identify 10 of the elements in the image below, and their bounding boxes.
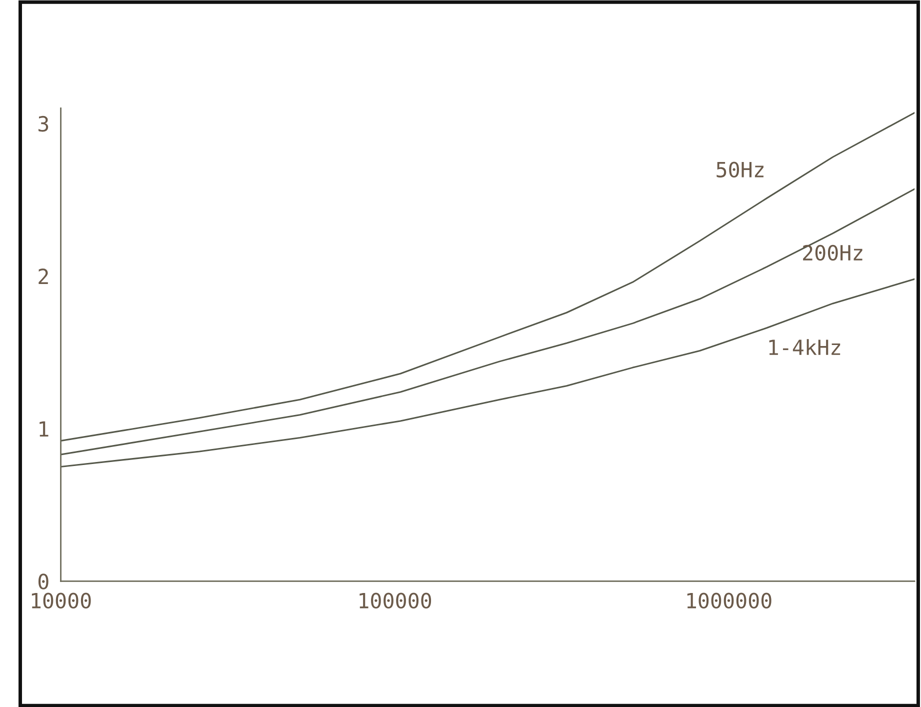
y-tick-label: 2 [38,268,48,284]
series-label: 200Hz [803,244,862,261]
y-tick-label: 1 [40,421,48,437]
y-tick-label: 0 [38,574,48,590]
x-tick-label: 10000 [32,592,91,608]
series-label: 1-4kHz [769,339,840,355]
series-label: 50Hz [716,162,764,178]
x-tick-label: 1000000 [687,592,772,608]
y-tick-label: 3 [38,116,48,132]
x-tick-label: 100000 [360,592,432,608]
